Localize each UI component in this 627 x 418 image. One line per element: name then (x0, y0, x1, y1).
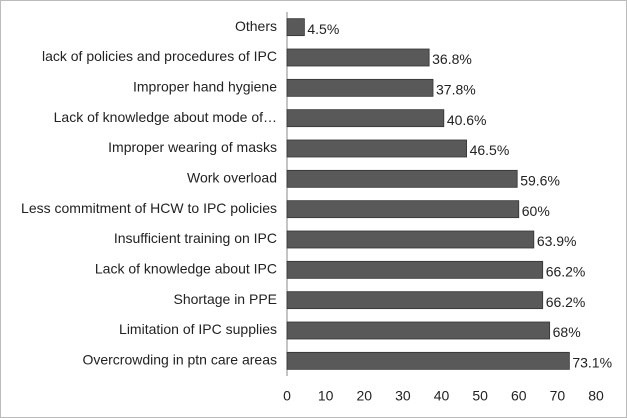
y-tick-label: Work overload (187, 170, 277, 186)
y-tick-label: Lack of knowledge about mode of… (54, 109, 277, 125)
x-tick-label: 50 (472, 388, 488, 404)
y-tick-label: Lack of knowledge about IPC (95, 261, 277, 277)
x-tick-label: 30 (395, 388, 411, 404)
bar (286, 78, 434, 97)
x-tick-label: 70 (550, 388, 566, 404)
bar (286, 230, 535, 249)
y-tick-label: Limitation of IPC supplies (119, 321, 277, 337)
data-label: 40.6% (447, 112, 487, 128)
bar (286, 48, 430, 67)
data-label: 66.2% (546, 264, 586, 280)
bar (286, 260, 544, 279)
y-tick-label: Improper wearing of masks (108, 139, 277, 155)
data-label: 63.9% (537, 233, 577, 249)
y-tick-label: Less commitment of HCW to IPC policies (21, 200, 277, 216)
data-label: 59.6% (520, 173, 560, 189)
x-tick-label: 0 (283, 388, 291, 404)
bar (286, 351, 570, 370)
bar (286, 109, 445, 128)
y-tick-label: Improper hand hygiene (133, 79, 277, 95)
x-tick-label: 20 (356, 388, 372, 404)
data-label: 60% (522, 203, 550, 219)
y-tick-label: Shortage in PPE (173, 291, 277, 307)
data-label: 73.1% (572, 355, 612, 371)
y-tick-label: Overcrowding in ptn care areas (82, 352, 277, 368)
data-label: 66.2% (546, 294, 586, 310)
bar (286, 169, 518, 188)
data-label: 46.5% (470, 142, 510, 158)
data-label: 36.8% (432, 51, 472, 67)
x-tick-label: 60 (511, 388, 527, 404)
y-tick-label: Others (235, 18, 277, 34)
x-tick-label: 80 (588, 388, 604, 404)
bar (286, 321, 551, 340)
data-label: 37.8% (436, 82, 476, 98)
x-tick-label: 40 (434, 388, 450, 404)
y-tick-label: lack of policies and procedures of IPC (42, 48, 277, 64)
bar (286, 200, 520, 219)
bar (286, 139, 468, 158)
y-tick-label: Insufficient training on IPC (114, 230, 277, 246)
bar (286, 18, 305, 37)
data-label: 68% (553, 324, 581, 340)
data-label: 4.5% (307, 21, 339, 37)
x-tick-label: 10 (318, 388, 334, 404)
bar (286, 291, 544, 310)
